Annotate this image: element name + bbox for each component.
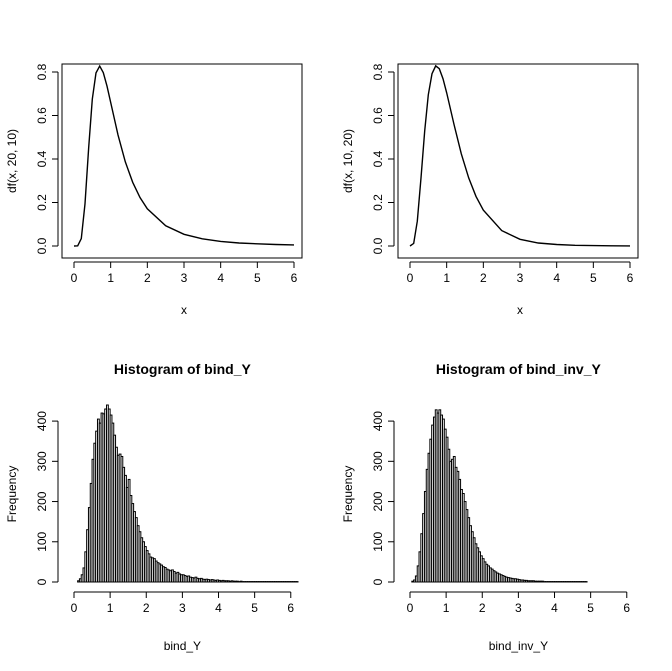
x-tick-label: 4	[553, 271, 560, 285]
x-tick-label: 5	[251, 601, 258, 615]
histogram-bars	[411, 409, 588, 583]
x-tick-label: 5	[590, 271, 597, 285]
y-axis-title: Frequency	[341, 466, 355, 523]
y-tick-label: 200	[371, 491, 385, 511]
x-tick-label: 4	[217, 271, 224, 285]
x-tick-label: 3	[179, 601, 186, 615]
x-tick-label: 2	[144, 271, 151, 285]
plot-title: Histogram of bind_inv_Y	[436, 361, 602, 377]
x-tick-label: 6	[623, 601, 630, 615]
x-tick-label: 5	[587, 601, 594, 615]
x-axis: 0 1 2 3 4 5 6	[407, 261, 634, 285]
plot-frame	[397, 63, 639, 259]
x-axis: 0 1 2 3 4 5 6	[407, 591, 630, 615]
plot-frame	[61, 63, 303, 259]
y-tick-label: 0	[35, 578, 49, 585]
x-axis-title: x	[517, 303, 523, 317]
histogram-bars	[77, 404, 299, 583]
x-tick-label: 3	[517, 271, 524, 285]
x-tick-label: 2	[143, 601, 150, 615]
x-axis-title: bind_inv_Y	[489, 639, 548, 653]
y-tick-label: 300	[371, 451, 385, 471]
x-tick-label: 3	[515, 601, 522, 615]
density-curve	[409, 64, 631, 247]
x-axis: 0 1 2 3 4 5 6	[71, 261, 298, 285]
x-tick-label: 1	[443, 271, 450, 285]
y-tick-label: 0	[371, 578, 385, 585]
x-tick-label: 0	[71, 601, 78, 615]
y-tick-label: 200	[35, 491, 49, 511]
panel-2: 0 1 2 3 4 5 6 0.0 0.2 0.4 0.6 0.8 x df(x, 10, 20)	[341, 63, 639, 317]
x-tick-label: 2	[479, 601, 486, 615]
x-tick-label: 6	[291, 271, 298, 285]
y-tick-label: 100	[35, 531, 49, 551]
x-tick-label: 6	[627, 271, 634, 285]
x-tick-label: 3	[181, 271, 188, 285]
panel-4: 0 1 2 3 4 5 6 0 100 200 300 400 bind_inv_Y Frequency H…	[341, 361, 630, 653]
density-curve	[73, 64, 295, 247]
y-axis-title: df(x, 10, 20)	[341, 129, 355, 193]
x-tick-label: 0	[407, 601, 414, 615]
y-axis: 0 100 200 300 400	[35, 411, 59, 585]
x-tick-label: 0	[71, 271, 78, 285]
x-tick-label: 4	[551, 601, 558, 615]
x-axis-title: bind_Y	[164, 639, 201, 653]
x-tick-label: 1	[107, 271, 114, 285]
y-tick-label: 0.2	[35, 194, 49, 211]
y-tick-label: 0.4	[371, 150, 385, 167]
y-axis: 0.0 0.2 0.4 0.6 0.8	[371, 63, 395, 254]
y-tick-label: 400	[35, 411, 49, 431]
y-axis: 0 100 200 300 400	[371, 411, 395, 585]
x-axis: 0 1 2 3 4 5 6	[71, 591, 294, 615]
x-axis-title: x	[181, 303, 187, 317]
y-tick-label: 0.6	[35, 107, 49, 124]
y-tick-label: 0.0	[35, 237, 49, 254]
y-tick-label: 100	[371, 531, 385, 551]
y-tick-label: 0.8	[371, 63, 385, 80]
y-tick-label: 0.2	[371, 194, 385, 211]
y-tick-label: 400	[371, 411, 385, 431]
panel-3: 0 1 2 3 4 5 6 0 100 200 300 400 bind_Y Frequency Histo…	[5, 361, 299, 653]
y-axis-title: Frequency	[5, 466, 19, 523]
plot-title: Histogram of bind_Y	[114, 361, 252, 377]
x-tick-label: 1	[443, 601, 450, 615]
x-tick-label: 1	[107, 601, 114, 615]
y-tick-label: 0.8	[35, 63, 49, 80]
x-tick-label: 6	[287, 601, 294, 615]
y-tick-label: 0.4	[35, 150, 49, 167]
y-axis: 0.0 0.2 0.4 0.6 0.8	[35, 63, 59, 254]
y-tick-label: 300	[35, 451, 49, 471]
x-tick-label: 0	[407, 271, 414, 285]
y-axis-title: df(x, 20, 10)	[5, 129, 19, 193]
panel-1: 0 1 2 3 4 5 6 0.0 0.2 0.4 0.6 0.8 x df(x, 20, 10)	[5, 63, 303, 317]
y-tick-label: 0.6	[371, 107, 385, 124]
x-tick-label: 5	[254, 271, 261, 285]
x-tick-label: 2	[480, 271, 487, 285]
y-tick-label: 0.0	[371, 237, 385, 254]
x-tick-label: 4	[215, 601, 222, 615]
